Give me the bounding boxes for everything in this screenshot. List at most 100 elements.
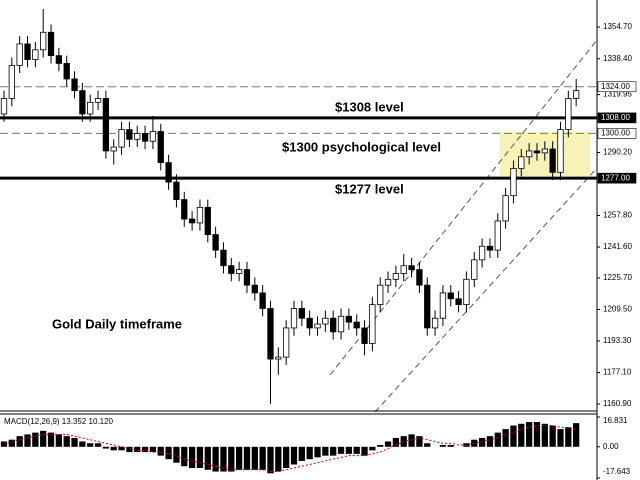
macd-bar <box>384 441 392 447</box>
macd-bar <box>518 423 525 447</box>
candle-body <box>63 63 70 80</box>
candle-body <box>204 206 211 235</box>
macd-signal <box>3 425 577 473</box>
macd-bar <box>361 446 368 456</box>
candle-body <box>290 308 298 329</box>
level-label: 1308.00 <box>601 113 630 122</box>
level-label: 1300.00 <box>601 129 630 138</box>
candle-body <box>267 308 274 360</box>
candle-body <box>345 315 353 323</box>
macd-bar <box>330 446 337 456</box>
level-label-box <box>597 112 637 124</box>
macd-bar <box>236 446 243 470</box>
macd-bar <box>573 423 580 447</box>
candle-body <box>486 245 494 251</box>
candle-body <box>243 269 251 286</box>
y-tick-label: 1209.50 <box>603 305 632 314</box>
macd-bar <box>220 446 227 472</box>
candle-body <box>322 317 329 325</box>
macd-bar <box>392 437 400 447</box>
macd-bar <box>541 423 548 447</box>
y-tick-label: 1177.10 <box>603 368 632 377</box>
macd-bar <box>275 446 282 472</box>
candle-body <box>40 31 47 51</box>
candle-body <box>212 234 219 251</box>
candle-body <box>157 131 164 164</box>
candle-body <box>87 101 94 115</box>
macd-bar <box>494 432 501 447</box>
candle-body <box>369 304 376 344</box>
macd-bar <box>87 443 94 447</box>
macd-bar <box>290 446 298 465</box>
channel-lower <box>374 167 598 413</box>
candle-body <box>94 98 102 103</box>
macd-bar <box>8 439 15 447</box>
annotation: $1300 psychological level <box>282 139 441 154</box>
y-tick-label: 16.831 <box>603 416 628 425</box>
macd-bar <box>173 446 180 463</box>
candle-body <box>384 278 392 286</box>
candle-body <box>549 148 556 173</box>
macd-bar <box>345 446 352 454</box>
candle-body <box>8 64 15 99</box>
macd-bar <box>526 422 533 447</box>
macd-title: MACD(12,26,9) 13.352 10.120 <box>4 417 114 426</box>
levels <box>0 86 597 180</box>
candle-body <box>188 218 196 224</box>
candle-body <box>55 55 63 64</box>
candle-body <box>298 308 305 319</box>
level-label-box <box>597 172 637 184</box>
y-tick-label: 1338.40 <box>603 54 632 63</box>
level-label-box <box>597 128 637 139</box>
candle-body <box>455 298 462 306</box>
candle-body <box>533 150 541 154</box>
macd-bar <box>165 446 172 460</box>
macd-bar <box>306 446 313 460</box>
candle-body <box>494 220 501 251</box>
candle-body <box>32 49 39 60</box>
macd-bar <box>259 446 266 470</box>
macd-panel <box>0 422 580 474</box>
candle-body <box>24 43 31 60</box>
candle-body <box>165 162 172 183</box>
annotation: Gold Daily timeframe <box>52 316 182 331</box>
candle-body <box>149 131 157 142</box>
macd-bar <box>24 434 31 447</box>
macd-bar <box>267 446 274 474</box>
candle-body <box>283 327 290 358</box>
macd-bar <box>94 443 102 447</box>
candle-body <box>102 98 110 152</box>
candle-body <box>525 150 533 158</box>
candle-body <box>565 98 572 130</box>
macd-bar <box>510 425 517 447</box>
candle-body <box>306 317 313 329</box>
candle-body <box>478 245 486 261</box>
macd-bar <box>549 425 556 447</box>
macd-bar <box>40 430 47 447</box>
candle-body <box>424 284 431 329</box>
candle-body <box>416 269 423 286</box>
y-tick-label: 1319.95 <box>603 90 632 99</box>
candle-body <box>431 317 439 329</box>
candle-body <box>275 356 282 360</box>
candle-body <box>337 315 345 333</box>
candle-body <box>361 327 368 344</box>
candle-body <box>126 129 133 140</box>
candle-body <box>502 195 509 222</box>
candle-body <box>353 321 360 329</box>
macd-bar <box>157 446 164 456</box>
candle-body <box>0 98 8 115</box>
candle-body <box>510 168 517 197</box>
y-tick-label: 1354.70 <box>603 22 632 31</box>
candle-body <box>392 273 400 280</box>
macd-bar <box>63 436 70 447</box>
y-tick-label: 1193.30 <box>603 336 632 345</box>
macd-bar <box>47 432 55 447</box>
macd-bar <box>337 446 345 454</box>
candle-body <box>228 265 235 274</box>
candle-body <box>463 278 470 306</box>
candle-body <box>79 90 86 115</box>
candle-body <box>541 148 548 154</box>
